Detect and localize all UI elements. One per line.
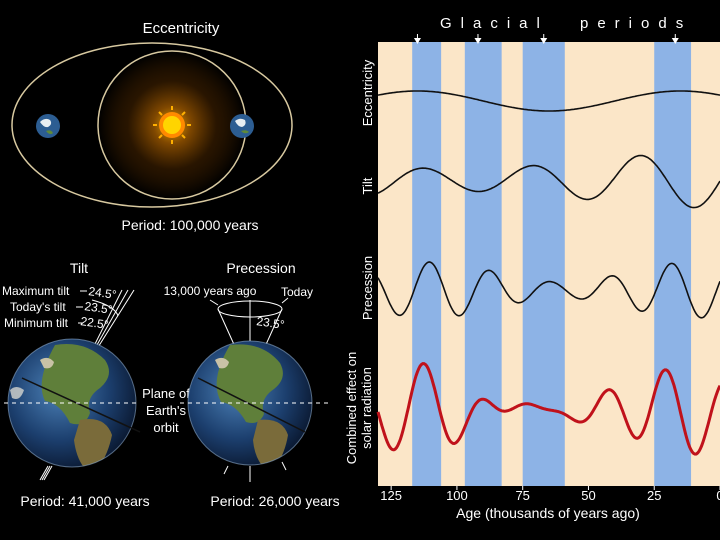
precession-angle: 23.5° — [256, 314, 286, 332]
tilt-axis-min — [90, 289, 123, 353]
precession-ago-leader — [209, 299, 219, 306]
header-glacial: Glacial — [440, 15, 549, 32]
plane-of-orbit-line2: Earth's — [146, 403, 187, 418]
x-tick-label-125: 125 — [380, 488, 402, 503]
milankovitch-chart: Glacial periods Eccentricity Tilt Preces… — [344, 15, 720, 521]
combined-solar-radiation-curve — [376, 362, 720, 456]
precession-period: Period: 26,000 years — [210, 493, 339, 509]
earth-globe-tilt — [7, 338, 137, 468]
tilt-axis-today — [92, 289, 129, 353]
precession-tick-2 — [281, 461, 287, 471]
glacial-marker-arrow-4 — [671, 34, 679, 44]
eccentricity-period: Period: 100,000 years — [122, 217, 259, 233]
glacial-marker-arrow-3 — [540, 34, 548, 44]
row-label-combined-line2: solar radiation — [359, 367, 374, 449]
tilt-axis-max — [94, 289, 135, 353]
plane-of-orbit-line1: Plane of — [142, 386, 190, 401]
row-label-tilt: Tilt — [360, 177, 375, 194]
sun-icon — [153, 106, 191, 144]
glacial-periods-header: Glacial periods — [440, 15, 692, 32]
precession-today-leader — [281, 297, 289, 304]
precession-curve — [377, 261, 720, 319]
plane-of-orbit-label: Plane of Earth's orbit — [142, 386, 190, 435]
x-tick-label-50: 50 — [581, 488, 595, 503]
tilt-south-axis-1 — [43, 465, 53, 481]
x-tick-label-100: 100 — [446, 488, 468, 503]
glacial-band-3 — [522, 42, 565, 486]
x-axis: 125 100 75 50 25 0 — [380, 486, 720, 503]
minimum-tilt-label: Minimum tilt — [4, 316, 69, 330]
min-tilt-value: 22.5° — [80, 314, 110, 332]
glacial-marker-arrow-1 — [413, 34, 421, 44]
x-axis-label: Age (thousands of years ago) — [456, 505, 640, 521]
tilt-south-axis-2 — [41, 465, 51, 481]
today-tilt-value: 23.5° — [84, 299, 114, 317]
x-tick-label-25: 25 — [647, 488, 661, 503]
precession-tick-1 — [223, 465, 229, 475]
earth-axis-precession — [197, 377, 306, 433]
tilt-period: Period: 41,000 years — [20, 493, 149, 509]
eccentricity-curve — [377, 90, 720, 112]
earth-axis-tilt — [21, 377, 141, 433]
earth-icon-right — [230, 114, 254, 138]
todays-tilt-label: Today's tilt — [10, 300, 66, 314]
eccentricity-panel: Eccentricity Period: 100,000 years — [11, 20, 293, 233]
max-tilt-value: 24.5° — [88, 284, 118, 302]
tilt-arc — [91, 299, 119, 317]
tilt-title: Tilt — [70, 260, 88, 276]
glacial-marker-arrow-2 — [474, 34, 482, 44]
precession-title: Precession — [226, 260, 295, 276]
x-tick-label-0: 0 — [716, 488, 720, 503]
tilt-curve — [377, 154, 720, 209]
glacial-band-2 — [464, 42, 502, 486]
tilt-panel: Tilt Maximum tilt Today's tilt Minimum t… — [2, 260, 150, 509]
precession-13000-label: 13,000 years ago — [164, 284, 257, 298]
precession-today-label: Today — [281, 285, 313, 299]
earth-globe-precession — [187, 340, 313, 466]
plane-of-orbit-line3: orbit — [153, 420, 179, 435]
tilt-south-axis-3 — [39, 465, 49, 481]
glacial-markers — [413, 34, 679, 44]
x-tick-label-75: 75 — [515, 488, 529, 503]
header-periods: periods — [580, 15, 692, 32]
row-label-precession: Precession — [360, 256, 375, 320]
earth-icon-left — [36, 114, 60, 138]
precession-panel: Precession 13,000 years ago Today 23.5° — [164, 260, 340, 509]
row-label-combined-line1: Combined effect on — [344, 352, 359, 465]
row-label-eccentricity: Eccentricity — [360, 59, 375, 126]
maximum-tilt-label: Maximum tilt — [2, 284, 70, 298]
eccentric-orbit-ellipse — [11, 42, 293, 208]
eccentricity-title: Eccentricity — [143, 20, 220, 37]
